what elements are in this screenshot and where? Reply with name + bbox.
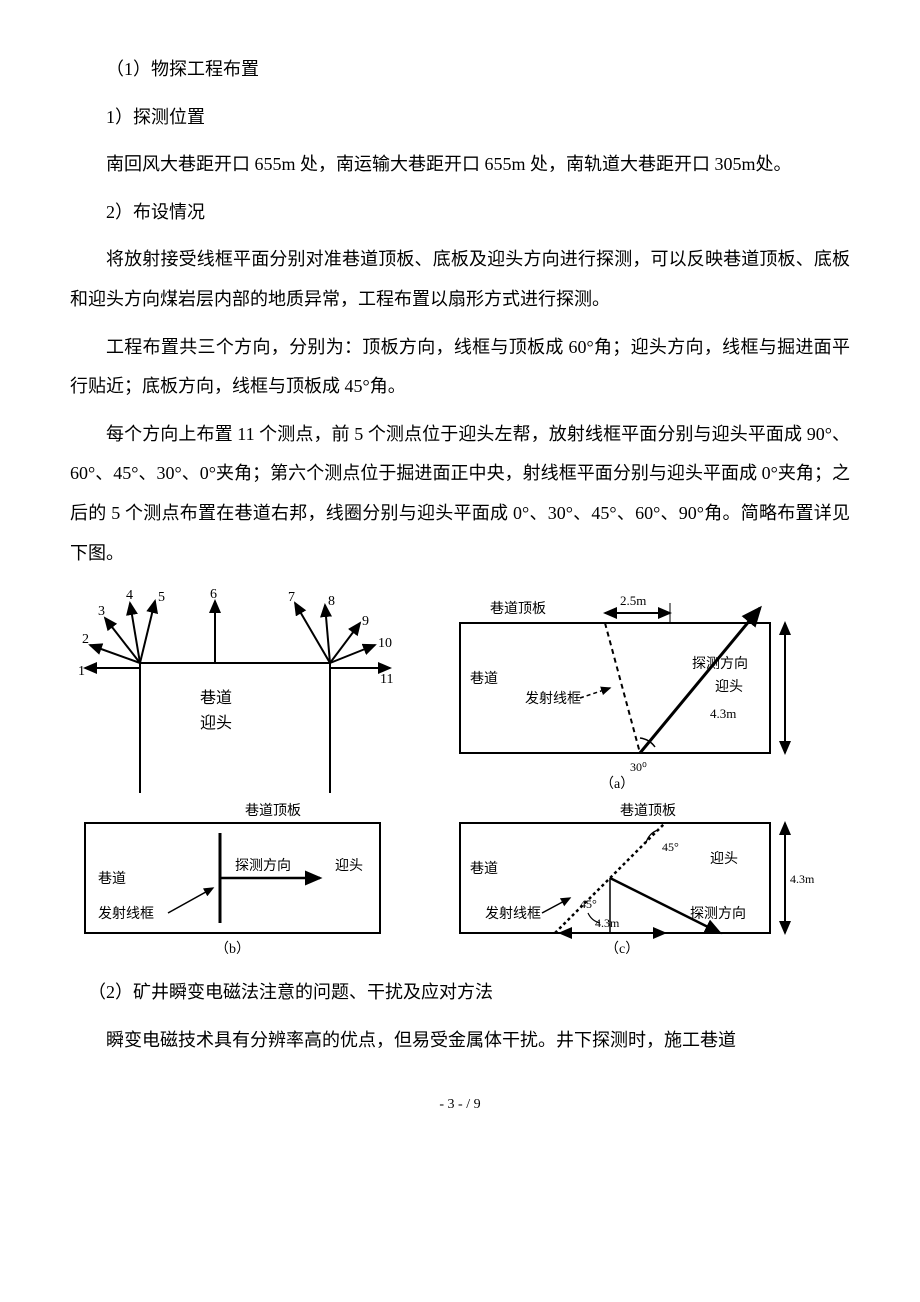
body-p4: 每个方向上布置 11 个测点，前 5 个测点位于迎头左帮，放射线框平面分别与迎头… xyxy=(70,415,850,573)
a-inside2: 发射线框 xyxy=(525,691,581,707)
subsection-heading-b: 2）布设情况 xyxy=(70,193,850,233)
diagram-a: 巷道顶板 2.5m 30⁰ 巷道 发射线框 探测方向 迎头 4.3m （a） xyxy=(430,583,830,793)
a-inside1: 巷道 xyxy=(470,671,498,687)
a-top-label: 巷道顶板 xyxy=(490,601,546,617)
c-h-label: 4.3m xyxy=(790,872,815,886)
b-inside2: 发射线框 xyxy=(98,906,154,922)
c-top-label: 巷道顶板 xyxy=(620,803,676,819)
num-11: 11 xyxy=(380,672,393,687)
c-inside2: 发射线框 xyxy=(485,906,541,922)
num-7: 7 xyxy=(288,590,295,605)
c-angle2: 45° xyxy=(580,897,597,911)
b-mid-label: 探测方向 xyxy=(235,858,291,874)
num-5: 5 xyxy=(158,590,165,605)
label-inside2: 迎头 xyxy=(200,714,232,732)
num-8: 8 xyxy=(328,594,335,609)
page-footer: - 3 - / 9 xyxy=(70,1090,850,1121)
body-p2: 将放射接受线框平面分别对准巷道顶板、底板及迎头方向进行探测，可以反映巷道顶板、底… xyxy=(70,240,850,319)
label-inside1: 巷道 xyxy=(200,689,232,707)
num-9: 9 xyxy=(362,614,369,629)
c-right-label: 迎头 xyxy=(710,851,738,867)
c-caption: （c） xyxy=(605,941,639,957)
num-4: 4 xyxy=(126,588,133,603)
num-3: 3 xyxy=(98,604,105,619)
b-right-label: 迎头 xyxy=(335,858,363,874)
page-number: - 3 - xyxy=(439,1097,462,1112)
page-total: / 9 xyxy=(466,1097,480,1112)
num-1: 1 xyxy=(78,664,85,679)
c-angle1: 45° xyxy=(662,840,679,854)
a-caption: （a） xyxy=(600,776,634,792)
b-inside1: 巷道 xyxy=(98,871,126,887)
c-w-label: 4.3m xyxy=(595,916,620,930)
diagram-top-left: 1 2 3 4 5 6 7 8 9 10 11 巷道 迎头 xyxy=(70,583,410,793)
b-top-label: 巷道顶板 xyxy=(245,803,301,819)
diagram-container: 1 2 3 4 5 6 7 8 9 10 11 巷道 迎头 xyxy=(70,583,850,963)
body-p1: 南回风大巷距开口 655m 处，南运输大巷距开口 655m 处，南轨道大巷距开口… xyxy=(70,145,850,185)
num-6: 6 xyxy=(210,587,217,602)
a-h-label: 4.3m xyxy=(710,706,736,721)
a-right-label2: 迎头 xyxy=(715,679,743,695)
body-p5: 瞬变电磁技术具有分辨率高的优点，但易受金属体干扰。井下探测时，施工巷道 xyxy=(70,1021,850,1061)
a-width-label: 2.5m xyxy=(620,593,646,608)
a-angle: 30⁰ xyxy=(630,760,647,774)
section-heading: （1）物探工程布置 xyxy=(70,50,850,90)
a-right-label: 探测方向 xyxy=(692,656,748,672)
num-2: 2 xyxy=(82,632,89,647)
c-inside1: 巷道 xyxy=(470,861,498,877)
diagram-c: 巷道顶板 45° 45° 4.3m 4.3m 巷道 发射线框 迎头 探测方向 （… xyxy=(430,793,830,963)
c-det-label: 探测方向 xyxy=(690,906,746,922)
section-heading-2: （2）矿井瞬变电磁法注意的问题、干扰及应对方法 xyxy=(70,973,850,1013)
b-caption: （b） xyxy=(215,941,250,957)
subsection-heading-a: 1）探测位置 xyxy=(70,98,850,138)
diagram-b: 巷道顶板 巷道 探测方向 迎头 发射线框 （b） xyxy=(70,793,410,963)
body-p3: 工程布置共三个方向，分别为：顶板方向，线框与顶板成 60°角；迎头方向，线框与掘… xyxy=(70,328,850,407)
num-10: 10 xyxy=(378,636,392,651)
